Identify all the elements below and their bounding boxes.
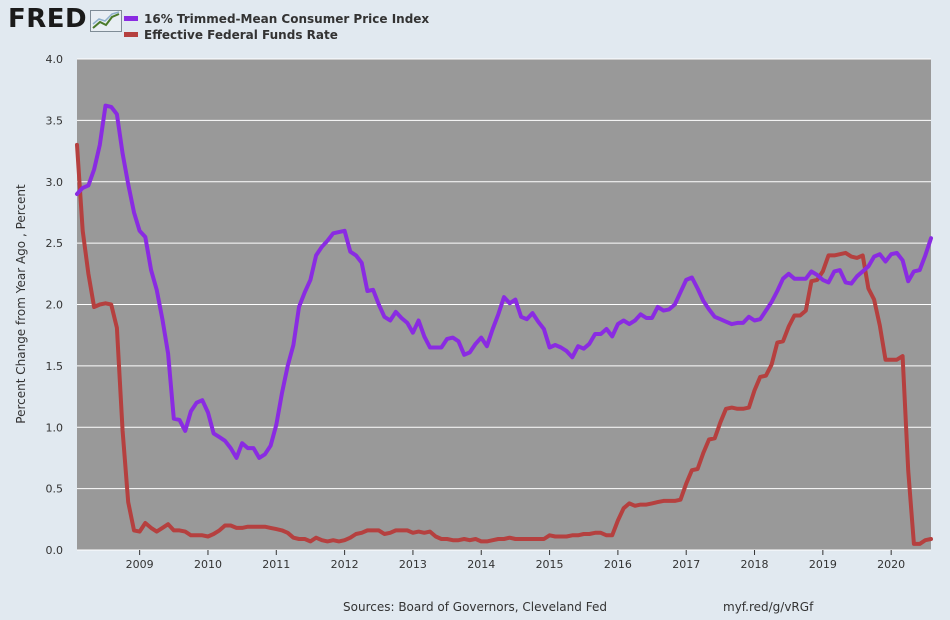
legend-label-trimmed-mean-cpi: 16% Trimmed-Mean Consumer Price Index (144, 12, 430, 26)
x-tick-label: 2014 (467, 558, 495, 571)
y-tick-label: 1.5 (46, 360, 64, 373)
logo-text: FRED (8, 4, 88, 34)
x-tick-label: 2017 (672, 558, 700, 571)
gridlines (77, 58, 931, 551)
y-tick-label: 3.5 (46, 114, 64, 127)
x-tick-label: 2009 (126, 558, 154, 571)
x-tick-label: 2015 (536, 558, 564, 571)
short-url-link[interactable]: myf.red/g/vRGf (723, 600, 814, 614)
series-line-fed-funds-rate (75, 142, 933, 546)
x-tick-label: 2013 (399, 558, 427, 571)
y-tick-label: 4.0 (46, 53, 64, 66)
y-tick-label: 3.0 (46, 176, 64, 189)
y-tick-label: 0.5 (46, 483, 64, 496)
series-line-trimmed-mean-cpi (75, 103, 933, 460)
x-tick-label: 2012 (331, 558, 359, 571)
legend-label-fed-funds-rate: Effective Federal Funds Rate (144, 28, 338, 42)
x-tick-label: 2019 (809, 558, 837, 571)
legend-swatch-fed-funds-rate (124, 32, 138, 37)
sources-note: Sources: Board of Governors, Cleveland F… (343, 600, 607, 614)
x-tick-label: 2011 (262, 558, 290, 571)
y-axis-ticks: 0.0 0.5 1.0 1.5 2.0 2.5 3.0 3.5 4.0 (46, 53, 64, 557)
y-tick-label: 2.0 (46, 299, 64, 312)
y-tick-label: 1.0 (46, 421, 64, 434)
x-tick-label: 2018 (741, 558, 769, 571)
x-axis-ticks: 2009 2010 2011 2012 2013 2014 2015 2016 2017 2018… (126, 550, 905, 571)
line-chart: 0.0 0.5 1.0 1.5 2.0 2.5 3.0 3.5 4.0 2009 2010 2011… (14, 53, 933, 571)
x-tick-label: 2020 (877, 558, 905, 571)
y-tick-label: 0.0 (46, 544, 64, 557)
x-tick-label: 2016 (604, 558, 632, 571)
series-layer (75, 103, 933, 546)
y-tick-label: 2.5 (46, 237, 64, 250)
x-tick-label: 2010 (194, 558, 222, 571)
y-axis-label: Percent Change from Year Ago , Percent (14, 184, 28, 424)
legend-swatch-trimmed-mean-cpi (124, 16, 138, 21)
line-chart-icon (90, 10, 122, 32)
